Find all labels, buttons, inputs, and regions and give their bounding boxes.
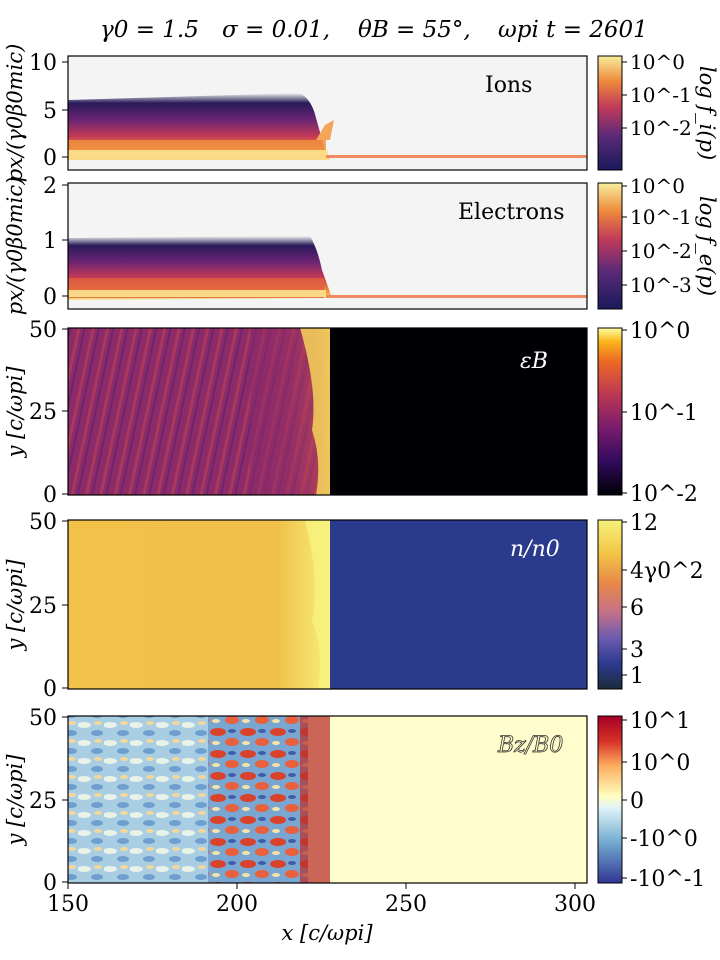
bz-colorbar-gradient (597, 715, 623, 884)
density-cb-tick-4: 1 (630, 664, 644, 689)
electrons-cb-label: log f_e(p) (695, 196, 719, 296)
ions-cb-tick-2: 10^-2 (630, 116, 692, 140)
density-cb-tick-3: 3 (630, 638, 644, 663)
panel-epsilon-b: εB 0 25 50 y [c/ωpi] 10^0 10^-1 10^-2 (3, 318, 698, 508)
ions-ytick-5: 5 (43, 99, 57, 124)
xtick-200: 200 (216, 892, 258, 917)
figure-title: γ0 = 1.5 σ = 0.01, θB = 55°, ωpi t = 260… (100, 17, 648, 43)
title-sigma: σ = 0.01, (222, 17, 330, 43)
ions-cb-tick-0: 10^0 (630, 50, 685, 74)
bz-downstream-near (208, 716, 308, 883)
electrons-frame (67, 182, 588, 310)
density-ytick-50: 50 (29, 510, 57, 535)
electrons-cb-tick-3: 10^-3 (630, 273, 692, 297)
ions-ytick-0: 0 (43, 146, 57, 171)
electrons-label: Electrons (458, 200, 565, 225)
bz-label: Bz/B0 (497, 733, 563, 758)
density-colorbar: 12 4γ0^2 6 3 1 (597, 511, 704, 690)
density-shock-front (305, 520, 330, 689)
panel-density: n/n0 0 25 50 y [c/ωpi] 12 4γ0^2 6 3 1 (3, 510, 704, 702)
epsilon-b-cb-tick-0: 10^0 (630, 319, 690, 344)
epsilon-b-ytick-50: 50 (29, 318, 57, 343)
bz-ytick-0: 0 (43, 871, 57, 896)
ions-cb-tick-1: 10^-1 (630, 83, 692, 107)
title-theta: θB = 55°, (358, 17, 471, 43)
density-cb-tick-1: 4γ0^2 (630, 559, 704, 584)
ions-peak (68, 150, 328, 158)
bz-colorbar: 10^1 10^0 0 -10^0 -10^-1 (597, 709, 705, 892)
electrons-colorbar: 10^0 10^-1 10^-2 10^-3 log f_e(p) (597, 174, 719, 310)
bz-cb-tick-3: -10^0 (630, 827, 698, 852)
density-downstream (68, 520, 330, 689)
electrons-ytick-1: 1 (43, 229, 57, 254)
electrons-ytick-2: 2 (43, 174, 57, 199)
ions-y-ticks: 0 5 10 (29, 51, 68, 171)
ions-ytick-10: 10 (29, 51, 57, 76)
electrons-ylabel: px/(γ0β0mic) (3, 177, 27, 316)
density-cb-tick-2: 6 (630, 596, 644, 621)
ions-upstream-beam (326, 155, 587, 158)
epsilon-b-cb-tick-2: 10^-2 (630, 482, 698, 507)
title-time: ωpi t = 2601 (498, 17, 648, 43)
ions-ylabel: px/(γ0β0mic) (3, 44, 27, 183)
bz-downstream-far (68, 716, 208, 883)
epsilon-b-ylabel: y [c/ωpi] (3, 366, 27, 459)
density-ylabel: y [c/ωpi] (3, 559, 27, 652)
xtick-300: 300 (554, 892, 596, 917)
epsilon-b-label: εB (520, 349, 548, 374)
epsilon-b-ytick-0: 0 (43, 483, 57, 508)
x-axis-label: x [c/ωpi] (281, 921, 373, 945)
epsilon-b-y-ticks: 0 25 50 (29, 318, 68, 508)
ions-reflected (316, 120, 334, 140)
electrons-upstream-beam (326, 295, 587, 298)
electrons-ytick-0: 0 (43, 285, 57, 310)
density-ytick-0: 0 (43, 677, 57, 702)
panel-ions: Ions 0 5 10 px/(γ0β0mic) 10^0 10^-1 10^-… (3, 44, 719, 183)
electrons-y-ticks: 0 1 2 (43, 174, 68, 310)
ions-label: Ions (485, 73, 532, 98)
ions-frame (67, 55, 588, 171)
electrons-cb-tick-2: 10^-2 (630, 239, 692, 263)
epsilon-b-cb-tick-1: 10^-1 (630, 401, 698, 426)
panel-bz: Bz/B0 0 25 50 y [c/ωpi] 10^1 10^0 0 -10^… (3, 706, 705, 896)
ions-colorbar-gradient (597, 55, 623, 171)
epsilon-b-colorbar: 10^0 10^-1 10^-2 (597, 319, 698, 507)
epsilon-b-colorbar-gradient (597, 327, 623, 496)
title-gamma: γ0 = 1.5 (100, 17, 199, 43)
panel-electrons: Electrons 0 1 2 px/(γ0β0mic) 10^0 10^-1 … (3, 174, 719, 315)
density-label: n/n0 (510, 537, 560, 562)
density-cb-tick-0: 12 (630, 511, 658, 536)
density-ytick-25: 25 (29, 594, 57, 619)
bz-ytick-50: 50 (29, 706, 57, 731)
epsilon-b-ytick-25: 25 (29, 400, 57, 425)
bz-shock-front (300, 716, 330, 883)
electrons-cb-tick-1: 10^-1 (630, 205, 692, 229)
bz-cb-tick-0: 10^1 (630, 709, 690, 734)
electrons-peak (68, 290, 326, 297)
bz-ylabel: y [c/ωpi] (3, 754, 27, 847)
ions-cb-label: log f_i(p) (695, 66, 719, 160)
electrons-colorbar-gradient (597, 182, 623, 310)
bz-y-ticks: 0 25 50 (29, 706, 68, 896)
ions-colorbar: 10^0 10^-1 10^-2 log f_i(p) (597, 50, 719, 171)
epsilon-b-shock-front (300, 328, 330, 495)
bz-cb-tick-2: 0 (630, 789, 644, 814)
density-y-ticks: 0 25 50 (29, 510, 68, 702)
bz-cb-tick-1: 10^0 (630, 751, 690, 776)
bz-cb-tick-4: -10^-1 (630, 867, 705, 892)
density-colorbar-gradient (597, 519, 623, 690)
xtick-250: 250 (385, 892, 427, 917)
electrons-cb-tick-0: 10^0 (630, 174, 685, 198)
bz-ytick-25: 25 (29, 789, 57, 814)
xtick-150: 150 (47, 892, 89, 917)
x-axis: 150 200 250 300 x [c/ωpi] (47, 883, 596, 945)
